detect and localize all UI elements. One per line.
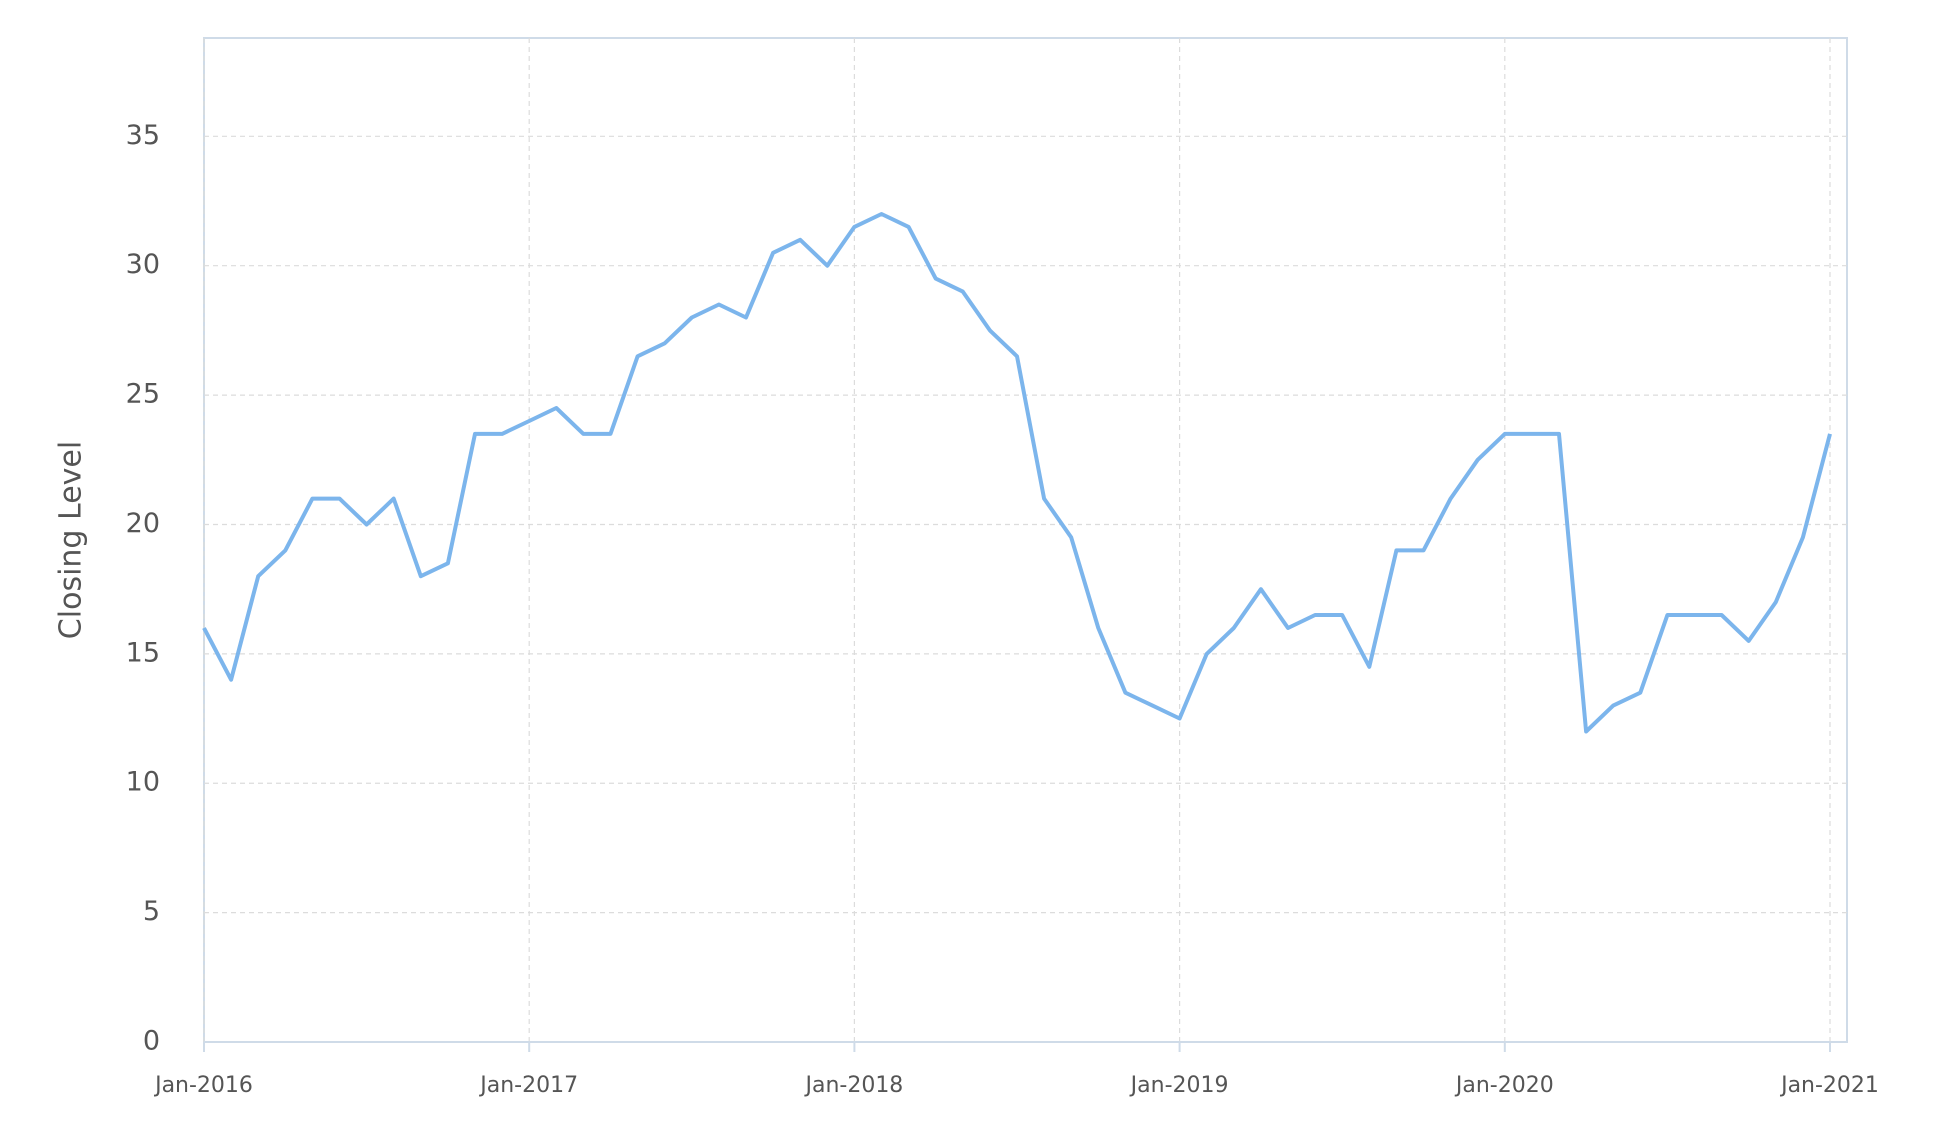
y-tick-label: 0 xyxy=(143,1026,160,1057)
line-series xyxy=(202,212,1832,734)
y-axis-label: Closing Level xyxy=(54,441,89,639)
x-tick-label: Jan-2017 xyxy=(478,1073,578,1098)
y-tick-label: 35 xyxy=(126,120,160,151)
x-tick-label: Jan-2016 xyxy=(153,1073,253,1098)
x-tick-label: Jan-2018 xyxy=(803,1073,903,1098)
x-tick-label: Jan-2020 xyxy=(1454,1073,1554,1098)
plot-frame xyxy=(203,37,1848,1043)
y-tick-label: 15 xyxy=(126,637,160,668)
y-tick-label: 20 xyxy=(126,508,160,539)
y-tick-label: 5 xyxy=(143,896,160,927)
x-tick-label: Jan-2021 xyxy=(1779,1073,1879,1098)
x-tick-label: Jan-2019 xyxy=(1129,1073,1229,1098)
y-tick-label: 10 xyxy=(126,767,160,798)
y-tick-label: 30 xyxy=(126,249,160,280)
y-tick-label: 25 xyxy=(126,379,160,410)
